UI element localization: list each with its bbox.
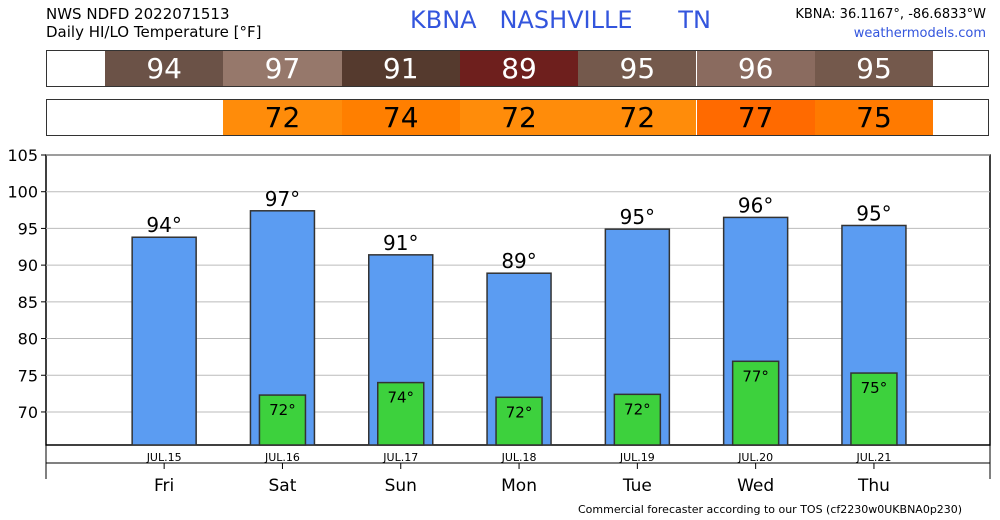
hi-bar-label: 96° — [738, 193, 773, 217]
lo-bar — [258, 394, 307, 446]
station-coordinates: KBNA: 36.1167°, -86.6833°W — [795, 7, 986, 22]
lo-temperature-strip: 72 74 72 72 77 75 — [46, 99, 989, 136]
y-tick-label: 100 — [7, 183, 38, 202]
day-label: Mon — [501, 476, 537, 496]
lo-bar-label: 72° — [506, 403, 533, 421]
y-tick-label: 75 — [18, 366, 38, 385]
y-tick-label: 70 — [18, 403, 38, 422]
lo-cell-2: 74 — [341, 100, 460, 135]
site-link[interactable]: weathermodels.com — [853, 26, 986, 41]
lo-bar — [377, 381, 425, 446]
hi-cell-2: 91 — [341, 51, 460, 86]
header-left: NWS NDFD 2022071513 Daily HI/LO Temperat… — [46, 5, 262, 41]
lo-cell-6: 75 — [814, 100, 934, 135]
hi-cell-5: 96 — [696, 51, 815, 86]
hi-bar-label: 91° — [383, 231, 418, 255]
hi-cell-4: 95 — [578, 51, 697, 86]
lo-bar — [613, 393, 662, 446]
hi-cell-3: 89 — [459, 51, 579, 86]
day-label: Fri — [154, 476, 174, 496]
hi-bar-label: 89° — [501, 249, 536, 273]
y-tick-label: 95 — [18, 219, 38, 238]
date-label: JUL.20 — [737, 451, 773, 464]
hi-cell-6: 95 — [814, 51, 934, 86]
lo-bar-label: 72° — [269, 401, 296, 419]
day-label: Wed — [737, 476, 774, 496]
lo-cell-5: 77 — [696, 100, 815, 135]
station-title: KBNA NASHVILLE TN — [410, 6, 711, 34]
hi-cell-0: 94 — [105, 51, 224, 86]
header-right: KBNA: 36.1167°, -86.6833°W weathermodels… — [795, 5, 986, 43]
chart-svg: 70 75 80 85 90 95 100 105 94° JUL.15 Fri 97° 72° JUL.… — [7, 146, 991, 496]
y-tick-label: 80 — [18, 330, 38, 349]
y-tick-label: 85 — [18, 293, 38, 312]
temperature-chart: 70 75 80 85 90 95 100 105 94° JUL.15 Fri 97° 72° JUL.… — [0, 145, 1000, 500]
hi-bar-label: 95° — [856, 201, 891, 225]
day-label: Thu — [857, 476, 890, 496]
date-label: JUL.21 — [855, 451, 891, 464]
hi-bar-label: 95° — [620, 205, 655, 229]
lo-cell-0 — [105, 100, 224, 135]
date-label: JUL.19 — [619, 451, 655, 464]
lo-bar-label: 77° — [742, 367, 769, 385]
date-label: JUL.17 — [382, 451, 418, 464]
day-label: Sun — [385, 476, 417, 496]
hi-bar — [131, 236, 197, 446]
date-label: JUL.16 — [264, 451, 300, 464]
date-label: JUL.15 — [146, 451, 182, 464]
date-label: JUL.18 — [501, 451, 537, 464]
hi-cell-1: 97 — [223, 51, 342, 86]
lo-bar — [850, 372, 898, 446]
header-variable-title: Daily HI/LO Temperature [°F] — [46, 23, 262, 41]
footer-disclaimer: Commercial forecaster according to our T… — [578, 503, 963, 516]
hi-bar-label: 94° — [146, 213, 181, 237]
hi-bar-label: 97° — [265, 187, 300, 211]
y-tick-label: 90 — [18, 256, 38, 275]
lo-bar-label: 75° — [861, 379, 888, 397]
lo-bar — [731, 360, 780, 446]
lo-cell-4: 72 — [578, 100, 697, 135]
header-run-title: NWS NDFD 2022071513 — [46, 5, 230, 23]
lo-bar — [495, 396, 543, 446]
lo-cell-1: 72 — [223, 100, 342, 135]
day-label: Tue — [622, 476, 652, 496]
hi-temperature-strip: 94 97 91 89 95 96 95 — [46, 50, 989, 87]
y-tick-label: 105 — [7, 146, 38, 165]
lo-bar-label: 72° — [624, 400, 651, 418]
day-label: Sat — [269, 476, 297, 496]
lo-bar-label: 74° — [387, 389, 414, 407]
lo-cell-3: 72 — [459, 100, 579, 135]
